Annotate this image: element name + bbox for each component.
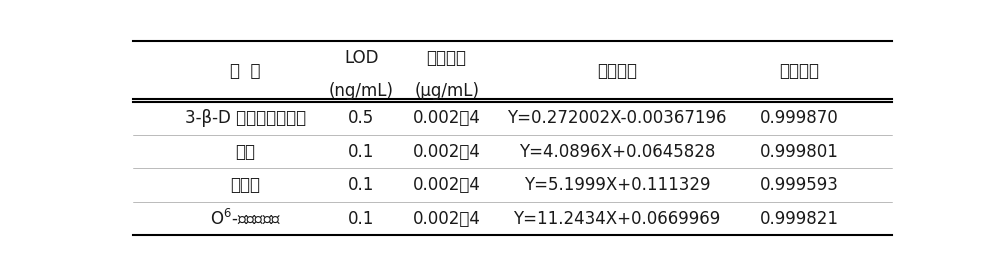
Text: 0.002～4: 0.002～4 — [413, 210, 481, 228]
Text: 可待因: 可待因 — [230, 176, 260, 194]
Text: 0.999870: 0.999870 — [760, 109, 839, 127]
Text: 0.002～4: 0.002～4 — [413, 109, 481, 127]
Text: 线性范围: 线性范围 — [427, 49, 467, 67]
Text: $\mathrm{O}^6$-单乙酰吗啡: $\mathrm{O}^6$-单乙酰吗啡 — [210, 209, 281, 228]
Text: Y=5.1999X+0.111329: Y=5.1999X+0.111329 — [524, 176, 710, 194]
Text: Y=11.2434X+0.0669969: Y=11.2434X+0.0669969 — [514, 210, 721, 228]
Text: 0.002～4: 0.002～4 — [413, 176, 481, 194]
Text: 0.999821: 0.999821 — [760, 210, 839, 228]
Text: LOD: LOD — [344, 49, 379, 67]
Text: (μg/mL): (μg/mL) — [414, 82, 479, 100]
Text: 0.999593: 0.999593 — [760, 176, 839, 194]
Text: 吗啊: 吗啊 — [235, 143, 255, 161]
Text: Y=4.0896X+0.0645828: Y=4.0896X+0.0645828 — [519, 143, 715, 161]
Text: 线性方程: 线性方程 — [597, 62, 637, 80]
Text: Y=0.272002X-0.00367196: Y=0.272002X-0.00367196 — [507, 109, 727, 127]
Text: 0.1: 0.1 — [348, 143, 375, 161]
Text: (ng/mL): (ng/mL) — [329, 82, 394, 100]
Text: 相关系数: 相关系数 — [779, 62, 819, 80]
Text: 0.1: 0.1 — [348, 176, 375, 194]
Text: 3-β-D 葡萄糖醉酸吗啊: 3-β-D 葡萄糖醉酸吗啊 — [185, 109, 306, 127]
Text: 0.1: 0.1 — [348, 210, 375, 228]
Text: 0.999801: 0.999801 — [760, 143, 839, 161]
Text: 0.5: 0.5 — [348, 109, 374, 127]
Text: 名  称: 名 称 — [230, 62, 260, 80]
Text: 0.002～4: 0.002～4 — [413, 143, 481, 161]
